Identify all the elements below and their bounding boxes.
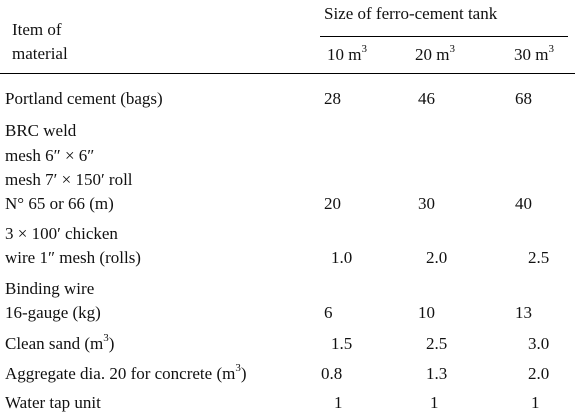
- row-label-brc-line2: mesh 6″ × 6″: [5, 146, 95, 165]
- cell-value: 10: [418, 303, 435, 322]
- header-bottom-rule: [0, 73, 575, 74]
- group-header-rule: [320, 36, 568, 37]
- row-label-binding-wire-line1: Binding wire: [5, 279, 95, 298]
- row-label-chicken-wire-line1: 3 × 100′ chicken: [5, 224, 118, 243]
- item-column-header-line2: material: [12, 44, 68, 63]
- row-label-portland-cement: Portland cement (bags): [5, 89, 163, 108]
- cell-value: 1.3: [426, 364, 448, 383]
- cell-value: 20: [324, 194, 341, 213]
- row-label-clean-sand: Clean sand (m3): [5, 332, 115, 353]
- cell-value: 6: [324, 303, 333, 322]
- cell-value: 1.0: [331, 248, 353, 267]
- row-label-binding-wire-line2: 16-gauge (kg): [5, 303, 101, 322]
- cell-value: 1: [531, 393, 540, 412]
- cell-value: 0.8: [321, 364, 343, 383]
- row-label-brc-line4: N° 65 or 66 (m): [5, 194, 114, 213]
- cell-value: 30: [418, 194, 435, 213]
- col-header-30m3: 30 m3: [514, 43, 554, 64]
- row-label-aggregate: Aggregate dia. 20 for concrete (m3): [5, 362, 247, 383]
- cell-value: 2.5: [528, 248, 550, 267]
- size-group-header: Size of ferro-cement tank: [324, 4, 498, 23]
- cell-value: 13: [515, 303, 532, 322]
- cell-value: 46: [418, 89, 435, 108]
- row-label-water-tap-unit: Water tap unit: [5, 393, 101, 412]
- cell-value: 1.5: [331, 334, 353, 353]
- cell-value: 2.0: [426, 248, 448, 267]
- cell-value: 28: [324, 89, 341, 108]
- cell-value: 1: [334, 393, 343, 412]
- row-label-brc-line1: BRC weld: [5, 121, 77, 140]
- col-header-20m3: 20 m3: [415, 43, 455, 64]
- cell-value: 68: [515, 89, 532, 108]
- cell-value: 40: [515, 194, 532, 213]
- cell-value: 1: [430, 393, 439, 412]
- cell-value: 2.0: [528, 364, 550, 383]
- col-header-10m3: 10 m3: [327, 43, 367, 64]
- row-label-brc-line3: mesh 7′ × 150′ roll: [5, 170, 133, 189]
- item-column-header-line1: Item of: [12, 20, 62, 39]
- cell-value: 3.0: [528, 334, 550, 353]
- row-label-chicken-wire-line2: wire 1″ mesh (rolls): [5, 248, 141, 267]
- cell-value: 2.5: [426, 334, 448, 353]
